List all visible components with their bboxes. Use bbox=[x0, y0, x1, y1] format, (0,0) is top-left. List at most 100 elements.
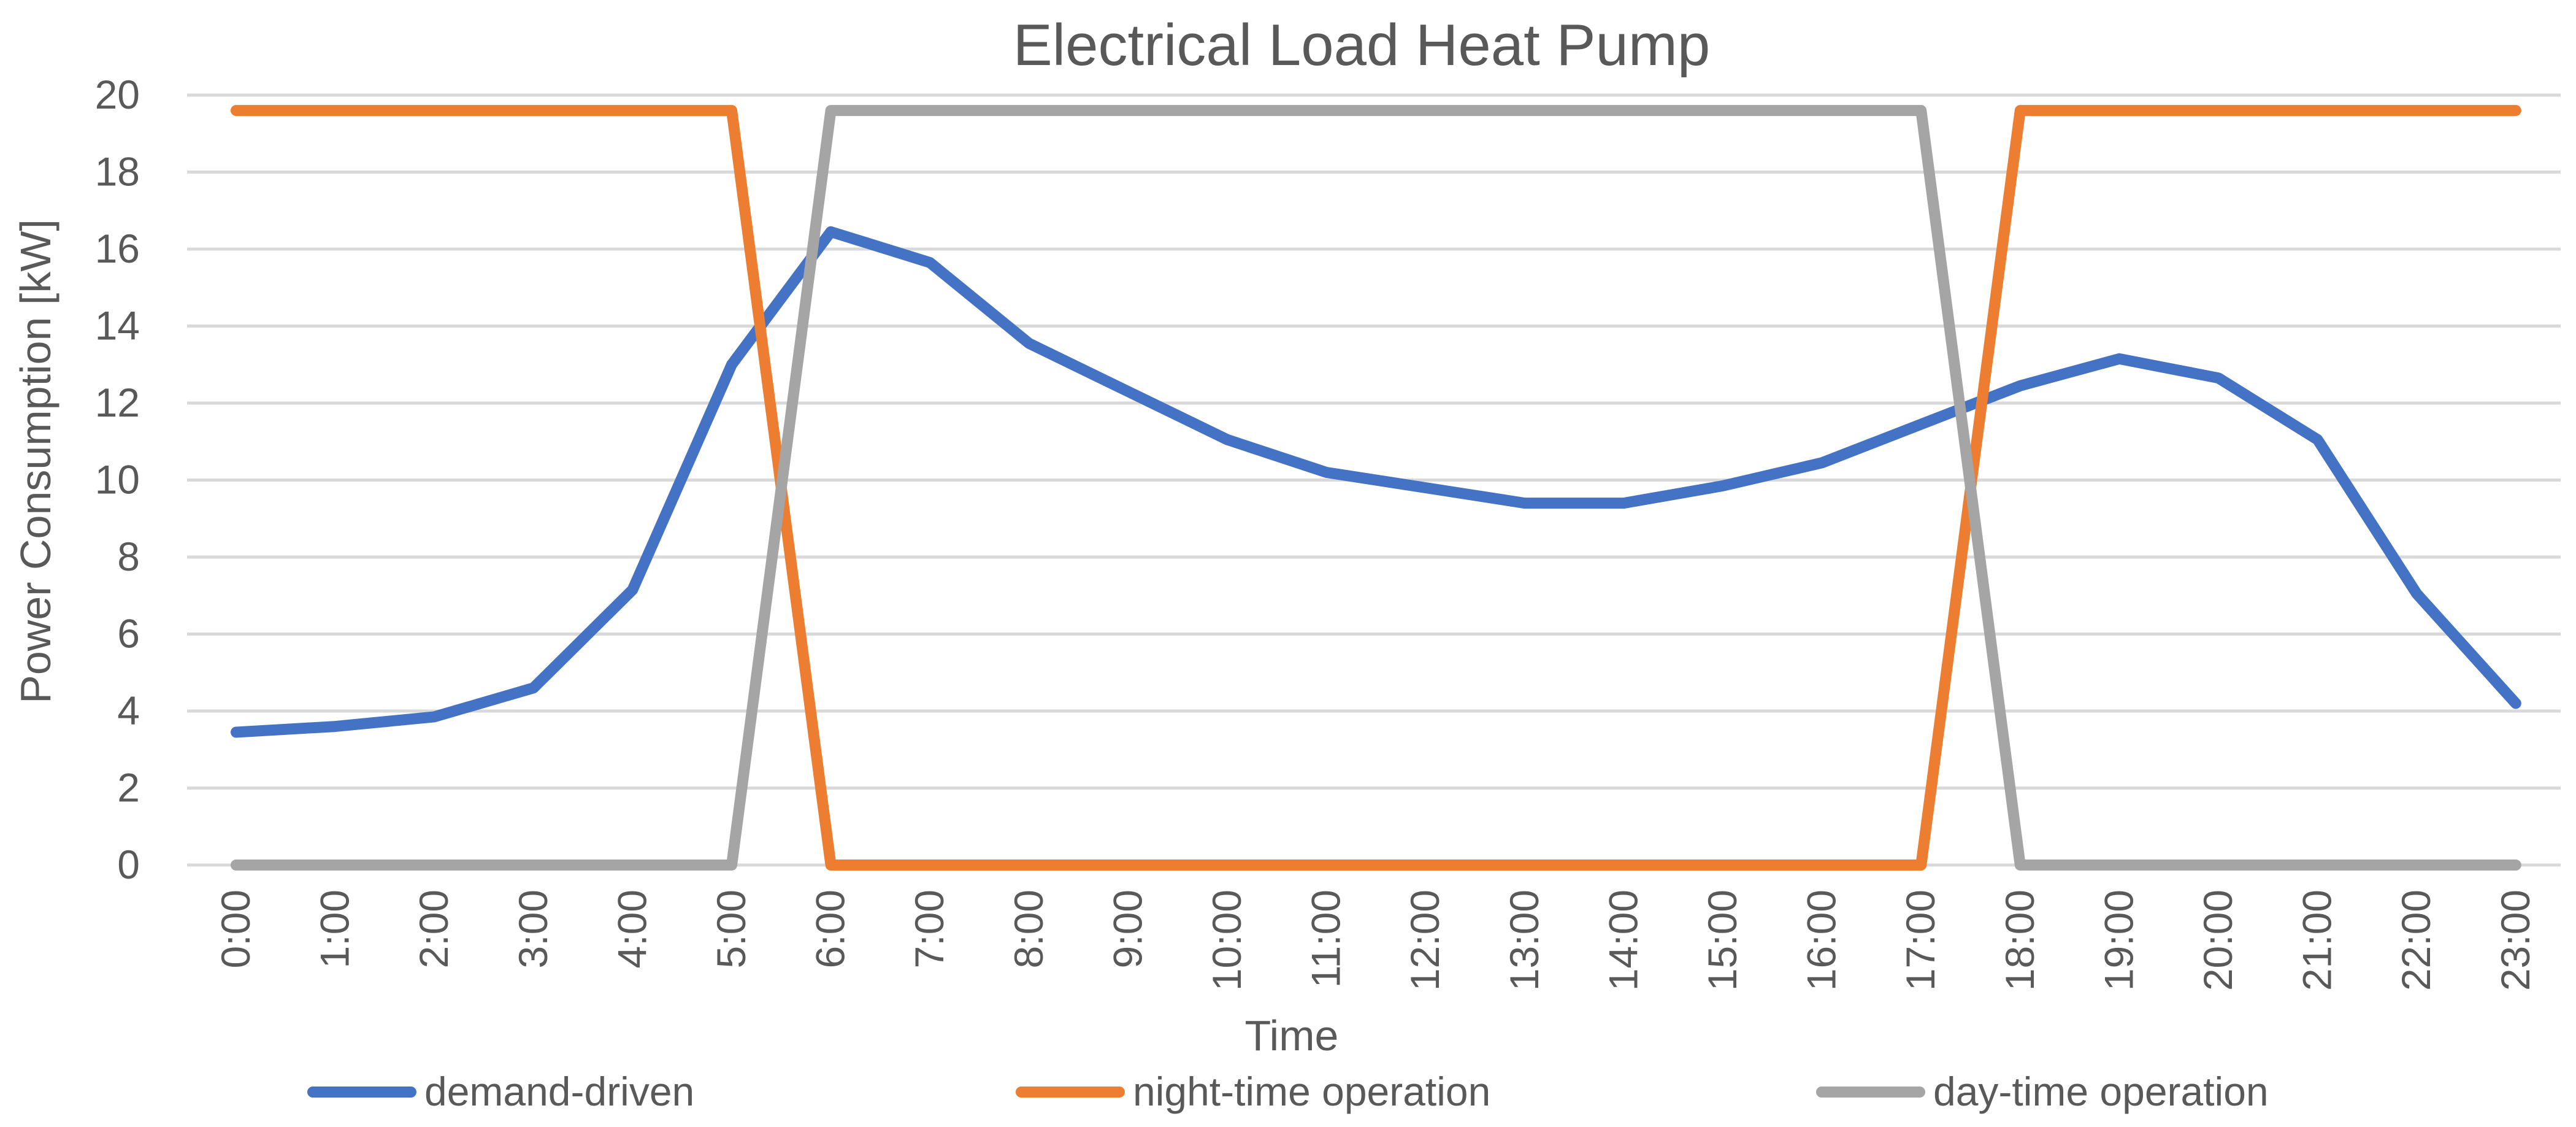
data-point bbox=[533, 110, 534, 111]
data-point bbox=[1722, 864, 1723, 866]
data-point bbox=[1524, 110, 1525, 111]
data-point bbox=[2416, 110, 2417, 111]
x-tick-label: 23:00 bbox=[2493, 890, 2538, 991]
data-point bbox=[1425, 110, 1426, 111]
data-point bbox=[2317, 439, 2318, 440]
y-tick-label: 12 bbox=[95, 380, 140, 425]
y-tick-label: 16 bbox=[95, 226, 140, 271]
x-tick-label: 5:00 bbox=[708, 890, 754, 968]
data-point bbox=[1425, 487, 1426, 488]
x-tick-label: 20:00 bbox=[2195, 890, 2241, 991]
data-point bbox=[1227, 864, 1228, 866]
y-tick-label: 8 bbox=[117, 534, 140, 579]
x-tick-label: 4:00 bbox=[609, 890, 654, 968]
x-tick-label: 2:00 bbox=[411, 890, 456, 968]
data-point bbox=[2416, 864, 2417, 866]
legend-label-1: night-time operation bbox=[1133, 1069, 1490, 1114]
data-point bbox=[1326, 110, 1327, 111]
data-point bbox=[434, 864, 435, 866]
data-point bbox=[1722, 110, 1723, 111]
data-point bbox=[2020, 864, 2021, 866]
x-tick-label: 21:00 bbox=[2294, 890, 2340, 991]
data-point bbox=[1920, 110, 1922, 111]
x-tick-label: 12:00 bbox=[1402, 890, 1447, 991]
data-point bbox=[632, 110, 633, 111]
data-point bbox=[1822, 864, 1823, 866]
legend-label-0: demand-driven bbox=[424, 1069, 694, 1114]
series-lines bbox=[231, 105, 2521, 871]
y-tick-label: 4 bbox=[117, 688, 140, 733]
data-point bbox=[1623, 502, 1624, 504]
x-axis-title: Time bbox=[1245, 1012, 1339, 1060]
data-point bbox=[2317, 864, 2318, 866]
data-point bbox=[731, 864, 732, 866]
data-point bbox=[1920, 424, 1922, 425]
data-point bbox=[1425, 864, 1426, 866]
x-axis-ticks: 0:00 1:00 2:00 3:00 4:00 5:00 6:00 7:00 8:00 9:00… bbox=[213, 890, 2538, 991]
y-axis-ticks: 0 2 4 6 8 10 12 14 16 18 20 bbox=[95, 72, 140, 887]
data-point bbox=[929, 864, 930, 866]
data-point bbox=[2416, 593, 2417, 594]
data-point bbox=[632, 589, 633, 590]
data-point bbox=[1722, 485, 1723, 487]
data-point bbox=[731, 364, 732, 365]
data-point bbox=[2515, 702, 2517, 704]
data-point bbox=[2218, 377, 2219, 379]
chart-title: Electrical Load Heat Pump bbox=[1013, 12, 1711, 78]
x-tick-label: 3:00 bbox=[510, 890, 556, 968]
y-tick-label: 10 bbox=[95, 457, 140, 502]
data-point bbox=[335, 110, 336, 111]
data-point bbox=[929, 262, 930, 263]
x-tick-label: 22:00 bbox=[2393, 890, 2439, 991]
data-point bbox=[1920, 864, 1922, 866]
data-point bbox=[335, 864, 336, 866]
data-point bbox=[2118, 358, 2120, 360]
data-point bbox=[1524, 864, 1525, 866]
data-point bbox=[2118, 110, 2120, 111]
y-tick-label: 6 bbox=[117, 611, 140, 656]
data-point bbox=[2317, 110, 2318, 111]
data-point bbox=[1127, 864, 1129, 866]
legend-label-2: day-time operation bbox=[1933, 1069, 2269, 1114]
data-point bbox=[2218, 864, 2219, 866]
x-tick-label: 9:00 bbox=[1105, 890, 1150, 968]
data-point bbox=[2218, 110, 2219, 111]
data-point bbox=[236, 110, 237, 111]
data-point bbox=[2515, 864, 2517, 866]
x-tick-label: 6:00 bbox=[808, 890, 853, 968]
x-tick-label: 16:00 bbox=[1799, 890, 1844, 991]
x-tick-label: 19:00 bbox=[2096, 890, 2141, 991]
data-point bbox=[1524, 502, 1525, 504]
data-point bbox=[1029, 864, 1030, 866]
legend: demand-driven night-time operation day-tim… bbox=[307, 1069, 2269, 1114]
x-tick-label: 8:00 bbox=[1006, 890, 1051, 968]
data-point bbox=[1127, 391, 1129, 392]
series-line-1 bbox=[231, 105, 2521, 871]
data-point bbox=[929, 110, 930, 111]
y-tick-label: 20 bbox=[95, 72, 140, 117]
y-tick-label: 14 bbox=[95, 303, 140, 348]
x-tick-label: 18:00 bbox=[1997, 890, 2042, 991]
data-point bbox=[1326, 472, 1327, 473]
series-line-0 bbox=[231, 226, 2521, 738]
data-point bbox=[1029, 110, 1030, 111]
data-point bbox=[434, 716, 435, 717]
data-point bbox=[434, 110, 435, 111]
x-tick-label: 15:00 bbox=[1700, 890, 1745, 991]
data-point bbox=[1623, 864, 1624, 866]
data-point bbox=[1623, 110, 1624, 111]
data-point bbox=[1326, 864, 1327, 866]
data-point bbox=[2020, 110, 2021, 111]
x-tick-label: 14:00 bbox=[1600, 890, 1646, 991]
data-point bbox=[1029, 343, 1030, 344]
data-point bbox=[236, 732, 237, 733]
x-tick-label: 10:00 bbox=[1204, 890, 1249, 991]
y-tick-label: 2 bbox=[117, 765, 140, 810]
y-axis-title: Power Consumption [kW] bbox=[12, 219, 59, 704]
series-line-2 bbox=[231, 105, 2521, 871]
x-tick-label: 7:00 bbox=[907, 890, 952, 968]
data-point bbox=[533, 687, 534, 688]
data-point bbox=[830, 231, 832, 233]
data-point bbox=[236, 864, 237, 866]
